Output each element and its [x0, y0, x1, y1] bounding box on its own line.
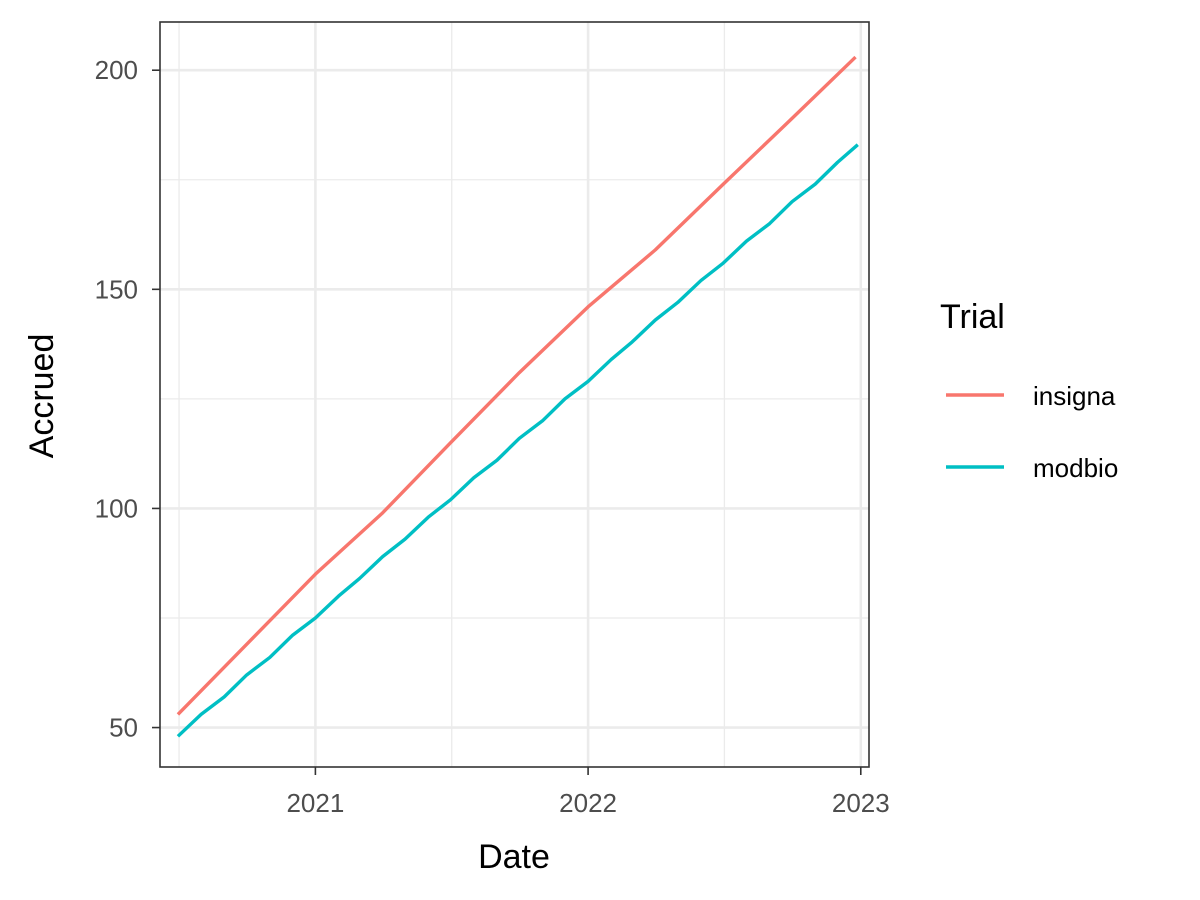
y-tick-label: 50: [109, 713, 138, 743]
y-axis-title: Accrued: [23, 334, 61, 459]
y-tick-label: 150: [95, 274, 138, 304]
legend-label-insigna: insigna: [1033, 381, 1116, 411]
minor-gridlines: [160, 22, 869, 767]
y-axis: 50 100 150 200: [95, 55, 160, 743]
major-gridlines: [160, 22, 869, 767]
x-axis-title: Date: [478, 838, 550, 876]
series-line-insigna: [176, 55, 857, 716]
y-tick-label: 100: [95, 493, 138, 523]
series-lines: [176, 55, 859, 738]
x-axis: 2021 2022 2023: [286, 767, 890, 818]
y-tick-label: 200: [95, 55, 138, 85]
x-tick-label: 2021: [286, 788, 344, 818]
x-tick-label: 2022: [559, 788, 617, 818]
legend: Trial insigna modbio: [940, 298, 1118, 483]
x-tick-label: 2023: [832, 788, 890, 818]
legend-title: Trial: [940, 298, 1005, 336]
plot-panel-border: [159, 21, 870, 768]
legend-items: insigna modbio: [946, 381, 1118, 483]
series-line-modbio: [176, 143, 859, 738]
legend-label-modbio: modbio: [1033, 453, 1118, 483]
